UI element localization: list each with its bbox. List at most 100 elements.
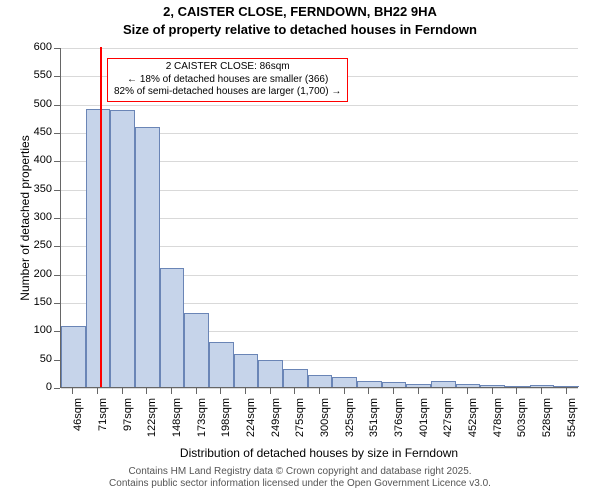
y-tick-label: 450 <box>22 126 52 138</box>
y-tick-label: 150 <box>22 296 52 308</box>
y-tick <box>54 331 60 332</box>
x-tick <box>541 388 542 394</box>
x-tick <box>467 388 468 394</box>
y-tick <box>54 190 60 191</box>
annotation-box: 2 CAISTER CLOSE: 86sqm← 18% of detached … <box>107 58 348 102</box>
x-tick <box>566 388 567 394</box>
footer-attribution: Contains HM Land Registry data © Crown c… <box>0 466 600 490</box>
histogram-bar <box>431 381 456 387</box>
annotation-line: 82% of semi-detached houses are larger (… <box>114 86 341 99</box>
histogram-bar <box>382 382 407 387</box>
y-tick <box>54 303 60 304</box>
y-tick <box>54 218 60 219</box>
x-tick-label: 554sqm <box>566 398 578 448</box>
grid-line <box>61 48 578 49</box>
x-tick <box>171 388 172 394</box>
histogram-bar <box>406 384 431 387</box>
x-tick-label: 71sqm <box>97 398 109 448</box>
x-tick-label: 376sqm <box>393 398 405 448</box>
footer-line1: Contains HM Land Registry data © Crown c… <box>128 466 471 477</box>
x-tick-label: 351sqm <box>368 398 380 448</box>
x-tick <box>442 388 443 394</box>
y-tick-label: 100 <box>22 324 52 336</box>
y-tick-label: 0 <box>22 381 52 393</box>
x-tick-label: 173sqm <box>196 398 208 448</box>
chart-subtitle: Size of property relative to detached ho… <box>0 22 600 37</box>
x-tick <box>146 388 147 394</box>
grid-line <box>61 105 578 106</box>
histogram-bar <box>234 354 259 387</box>
x-tick <box>196 388 197 394</box>
x-tick <box>344 388 345 394</box>
histogram-bar <box>554 386 579 387</box>
annotation-line: ← 18% of detached houses are smaller (36… <box>114 74 341 87</box>
histogram-bar <box>110 110 135 387</box>
histogram-bar <box>505 386 530 387</box>
x-tick <box>122 388 123 394</box>
y-tick <box>54 246 60 247</box>
histogram-chart: 2, CAISTER CLOSE, FERNDOWN, BH22 9HA Siz… <box>0 0 600 500</box>
x-tick-label: 97sqm <box>122 398 134 448</box>
x-tick-label: 325sqm <box>344 398 356 448</box>
x-tick-label: 528sqm <box>541 398 553 448</box>
histogram-bar <box>86 109 111 387</box>
x-tick-label: 452sqm <box>467 398 479 448</box>
x-tick <box>220 388 221 394</box>
x-tick-label: 300sqm <box>319 398 331 448</box>
histogram-bar <box>135 127 160 387</box>
y-tick-label: 300 <box>22 211 52 223</box>
x-tick-label: 427sqm <box>442 398 454 448</box>
x-tick <box>492 388 493 394</box>
histogram-bar <box>258 360 283 387</box>
histogram-bar <box>530 385 555 387</box>
x-axis-label: Distribution of detached houses by size … <box>60 446 578 460</box>
histogram-bar <box>160 268 185 387</box>
plot-area: 2 CAISTER CLOSE: 86sqm← 18% of detached … <box>60 48 578 388</box>
x-tick-label: 275sqm <box>294 398 306 448</box>
x-tick <box>245 388 246 394</box>
x-tick <box>72 388 73 394</box>
y-tick-label: 550 <box>22 69 52 81</box>
histogram-bar <box>357 381 382 387</box>
y-tick <box>54 388 60 389</box>
x-tick <box>516 388 517 394</box>
y-tick-label: 200 <box>22 268 52 280</box>
x-tick <box>418 388 419 394</box>
y-tick <box>54 161 60 162</box>
x-tick <box>270 388 271 394</box>
y-tick-label: 50 <box>22 353 52 365</box>
x-tick <box>368 388 369 394</box>
y-tick <box>54 275 60 276</box>
x-tick-label: 148sqm <box>171 398 183 448</box>
x-tick-label: 122sqm <box>146 398 158 448</box>
property-marker-line <box>100 47 102 387</box>
x-tick-label: 249sqm <box>270 398 282 448</box>
y-tick-label: 250 <box>22 239 52 251</box>
y-tick-label: 500 <box>22 98 52 110</box>
x-tick <box>97 388 98 394</box>
histogram-bar <box>332 377 357 387</box>
annotation-line: 2 CAISTER CLOSE: 86sqm <box>114 61 341 74</box>
x-tick-label: 401sqm <box>418 398 430 448</box>
footer-line2: Contains public sector information licen… <box>109 478 491 489</box>
y-tick-label: 350 <box>22 183 52 195</box>
y-tick <box>54 133 60 134</box>
chart-title: 2, CAISTER CLOSE, FERNDOWN, BH22 9HA <box>0 4 600 19</box>
y-tick-label: 600 <box>22 41 52 53</box>
histogram-bar <box>308 375 333 387</box>
histogram-bar <box>456 384 481 387</box>
histogram-bar <box>209 342 234 387</box>
x-tick-label: 198sqm <box>220 398 232 448</box>
y-tick <box>54 76 60 77</box>
y-tick <box>54 48 60 49</box>
x-tick <box>319 388 320 394</box>
histogram-bar <box>480 385 505 387</box>
histogram-bar <box>184 313 209 387</box>
y-tick-label: 400 <box>22 154 52 166</box>
x-tick-label: 46sqm <box>72 398 84 448</box>
y-tick <box>54 105 60 106</box>
x-tick <box>294 388 295 394</box>
histogram-bar <box>283 369 308 387</box>
x-tick-label: 503sqm <box>516 398 528 448</box>
x-tick <box>393 388 394 394</box>
